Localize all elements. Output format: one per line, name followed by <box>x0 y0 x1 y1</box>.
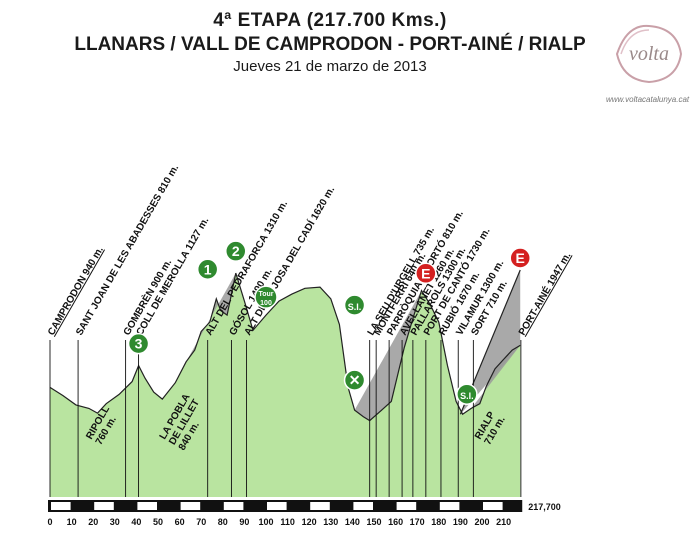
stage-title-block: 4ª ETAPA (217.700 Kms.) LLANARS / VALL D… <box>0 10 660 75</box>
profile-area <box>50 273 521 497</box>
x-tick-1: 10 <box>67 517 77 527</box>
axis-segment-18 <box>439 502 460 510</box>
marker-text-7: S.I. <box>460 391 474 401</box>
stage-route: LLANARS / VALL DE CAMPRODON - PORT-AINÉ … <box>74 34 586 55</box>
x-tick-3: 30 <box>110 517 120 527</box>
marker-text-3: 100 <box>260 300 272 307</box>
x-tick-9: 90 <box>239 517 249 527</box>
logo-text: volta <box>629 43 669 65</box>
x-tick-16: 160 <box>388 517 403 527</box>
marker-5 <box>343 369 366 391</box>
x-tick-11: 110 <box>280 517 295 527</box>
x-tick-18: 180 <box>431 517 446 527</box>
axis-segment-16 <box>396 502 417 510</box>
marker-text-6: E <box>421 265 430 281</box>
marker-8 <box>509 247 531 269</box>
marker-7 <box>456 383 478 405</box>
x-tick-15: 150 <box>366 517 381 527</box>
marker-4 <box>343 294 366 316</box>
marker-text-1: 1 <box>204 261 212 277</box>
marker-text-4: S.I. <box>348 302 362 312</box>
x-tick-4: 40 <box>131 517 141 527</box>
x-tick-14: 140 <box>345 517 360 527</box>
x-tick-21: 210 <box>496 517 511 527</box>
marker-6 <box>415 262 437 285</box>
axis-segment-14 <box>353 502 373 510</box>
x-tick-20: 200 <box>474 517 489 527</box>
marker-1 <box>196 258 219 281</box>
climb-shade-1 <box>354 290 422 421</box>
x-tick-0: 0 <box>47 517 52 527</box>
stage-title: 4ª ETAPA (217.700 Kms.) <box>213 10 447 31</box>
x-tick-19: 190 <box>453 517 468 527</box>
profile-line <box>49 272 521 422</box>
axis-segment-6 <box>180 502 201 510</box>
axis-segment-20 <box>483 502 503 510</box>
location-label-1: SANT JOAN DE LES ABADESSES 810 m. <box>74 163 181 338</box>
x-tick-10: 100 <box>258 517 273 527</box>
marker-text-5: ✕ <box>349 372 361 388</box>
axis-segment-0 <box>51 502 71 510</box>
marker-2 <box>225 240 247 262</box>
x-tick-7: 70 <box>196 517 206 527</box>
axis-segment-12 <box>310 502 330 510</box>
axis-segment-2 <box>94 502 114 510</box>
logo-url: www.voltacatalunya.cat <box>606 95 690 104</box>
x-tick-12: 120 <box>302 517 317 527</box>
marker-3 <box>254 285 278 309</box>
x-tick-6: 60 <box>175 517 185 527</box>
marker-0 <box>127 332 150 355</box>
x-end-label: 217,700 <box>528 502 561 512</box>
axis-segment-8 <box>223 502 244 510</box>
stage-date: Jueves 21 de marzo de 2013 <box>233 58 427 75</box>
volta-logo: volta <box>615 24 683 84</box>
axis-segment-4 <box>137 502 157 510</box>
x-tick-8: 80 <box>218 517 228 527</box>
marker-text-2: 2 <box>232 243 240 259</box>
marker-text-3: Tour <box>258 291 273 298</box>
x-tick-2: 20 <box>88 517 98 527</box>
marker-text-0: 3 <box>135 336 143 352</box>
marker-text-8: E <box>516 250 525 266</box>
x-tick-13: 130 <box>323 517 338 527</box>
axis-segment-10 <box>267 502 287 510</box>
x-tick-17: 170 <box>410 517 425 527</box>
x-tick-5: 50 <box>153 517 163 527</box>
